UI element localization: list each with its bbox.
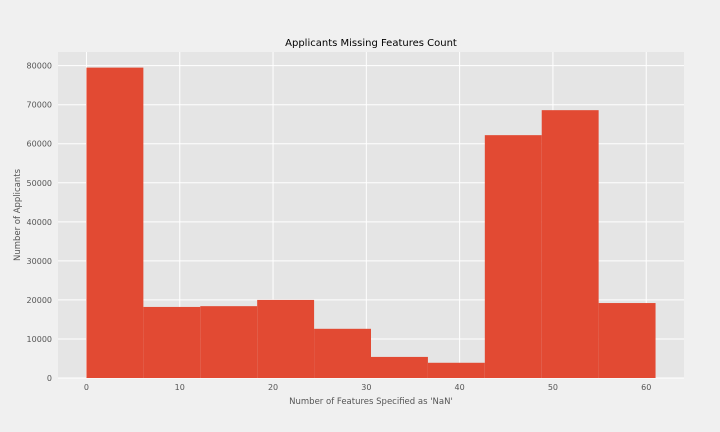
y-tick-label: 60000 [27,140,52,149]
histogram-bar-7 [427,362,485,378]
histogram-bar-5 [314,328,371,378]
y-tick-label: 10000 [27,335,52,344]
x-tick-label: 10 [175,383,185,392]
histogram-bar-6 [371,356,428,378]
x-tick-label: 20 [268,383,278,392]
y-tick-label: 50000 [27,179,52,188]
x-axis-title: Number of Features Specified as 'NaN' [289,397,453,407]
x-tick-label: 40 [455,383,465,392]
histogram-bar-3 [200,306,258,378]
histogram-bar-2 [143,306,201,378]
histogram-bar-4 [257,299,315,378]
y-tick-label: 70000 [27,101,52,110]
x-tick-label: 50 [548,383,558,392]
x-axis-ticks: 0 10 20 30 40 50 60 [84,383,651,392]
x-tick-label: 60 [641,383,651,392]
histogram-bar-1 [86,67,144,379]
histogram-bar-8 [484,135,542,378]
x-tick-label: 30 [361,383,371,392]
y-tick-label: 30000 [27,257,52,266]
y-tick-label: 0 [47,374,52,383]
y-axis-title: Number of Applicants [13,168,23,261]
bars [86,67,656,379]
y-axis-ticks: 0 10000 20000 30000 40000 50000 60000 70000 8000… [27,62,52,383]
y-tick-label: 80000 [27,62,52,71]
chart-title: Applicants Missing Features Count [285,38,457,49]
y-tick-label: 20000 [27,296,52,305]
y-tick-label: 40000 [27,218,52,227]
histogram-bar-10 [598,303,656,378]
histogram-bar-9 [541,110,599,378]
x-tick-label: 0 [84,383,89,392]
